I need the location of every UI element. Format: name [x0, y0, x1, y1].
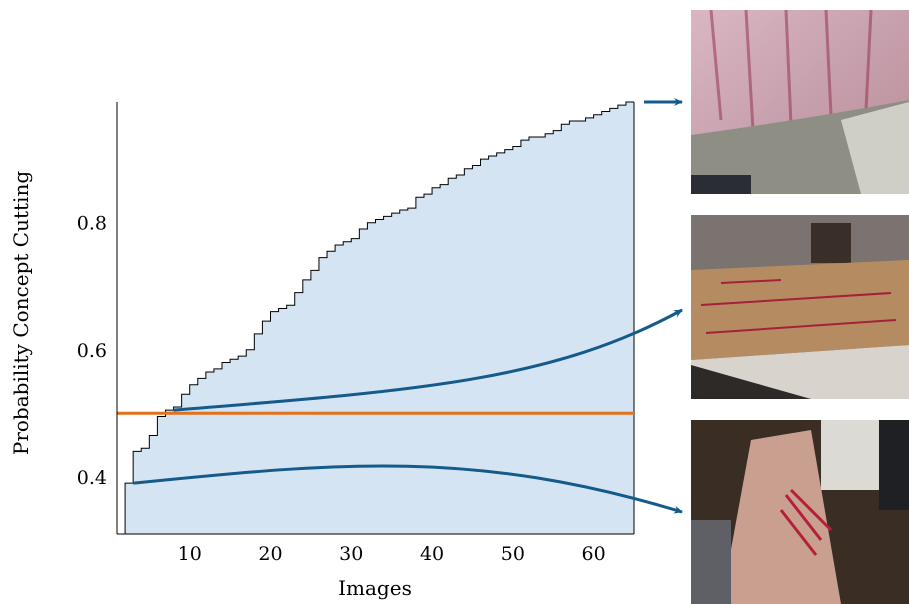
bottom-example-photo [691, 420, 909, 604]
x-tick-label: 10 [178, 543, 202, 565]
arm-photo-icon [691, 215, 909, 399]
annotation-arrow [133, 464, 683, 514]
y-tick-label: 0.8 [77, 213, 107, 235]
x-axis-label: Images [338, 576, 412, 600]
arm-photo-icon [691, 10, 909, 194]
arm-photo-icon [691, 420, 909, 604]
probability-area-fill [117, 102, 634, 534]
annotation-arrows [133, 98, 683, 514]
plot-area [117, 101, 635, 535]
axes [116, 102, 634, 535]
tick-labels: 10 20 30 40 50 60 0.4 0.6 0.8 [77, 213, 606, 565]
y-axis-label: Probability Concept Cutting [9, 171, 33, 455]
probability-step-line [117, 101, 634, 535]
middle-example-photo [691, 215, 909, 399]
x-tick-label: 20 [258, 543, 282, 565]
top-example-photo [691, 10, 909, 194]
x-tick-label: 40 [420, 543, 444, 565]
y-tick-label: 0.6 [77, 340, 107, 362]
y-tick-label: 0.4 [77, 467, 107, 489]
x-tick-label: 30 [339, 543, 363, 565]
annotation-arrow [173, 308, 683, 412]
x-tick-label: 60 [582, 543, 606, 565]
x-tick-label: 50 [501, 543, 525, 565]
